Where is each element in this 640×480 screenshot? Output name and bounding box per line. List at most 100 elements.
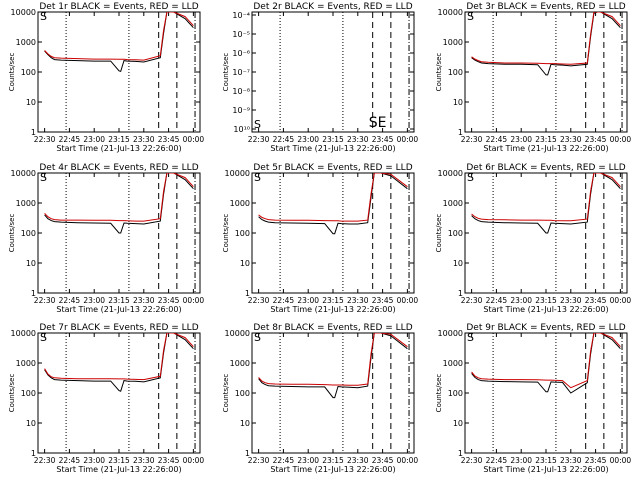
x-axis-label: Start Time (21-Jul-13 22:26:00): [483, 305, 608, 314]
y-tick-label: 1: [458, 289, 463, 298]
y-tick-label: 1: [245, 449, 250, 458]
x-tick-label: 23:30: [133, 296, 155, 305]
y-tick-label: 1000: [16, 359, 36, 368]
y-tick-label: 1000: [443, 199, 463, 208]
y-tick-label: 1000: [443, 359, 463, 368]
y-tick-label: 1: [245, 289, 250, 298]
x-tick-label: 23:00: [510, 456, 532, 465]
x-axis-label: Start Time (21-Jul-13 22:26:00): [270, 305, 395, 314]
panel-title: Det 7r BLACK = Events, RED = LLD: [39, 323, 198, 333]
y-axis-label: Counts/sec: [435, 374, 443, 413]
y-tick-label: 10: [26, 259, 36, 268]
y-tick-label: 100: [448, 389, 463, 398]
x-tick-label: 22:30: [248, 456, 270, 465]
y-tick-label: 100: [235, 389, 250, 398]
plot-frame: [251, 332, 415, 454]
y-tick-label: 10⁻⁸: [232, 87, 250, 96]
x-tick-label: 00:00: [610, 296, 632, 305]
y-axis-label: Counts/sec: [222, 374, 230, 413]
x-tick-label: 23:00: [297, 296, 319, 305]
x-tick-label: 22:30: [461, 456, 483, 465]
panel-title: Det 2r BLACK = Events, RED = LLD: [253, 2, 412, 12]
x-tick-label: 23:15: [108, 456, 130, 465]
x-tick-label: 23:15: [535, 296, 557, 305]
x-tick-label: 22:45: [486, 456, 508, 465]
y-axis-label: Counts/sec: [435, 214, 443, 253]
x-tick-label: 22:30: [34, 296, 56, 305]
y-tick-label: 10⁻⁶: [232, 49, 250, 58]
lld-series-line: [258, 173, 408, 222]
x-tick-label: 23:45: [158, 135, 180, 144]
x-tick-label: 23:45: [585, 296, 607, 305]
x-tick-label: 23:45: [372, 456, 394, 465]
x-tick-label: 00:00: [610, 135, 632, 144]
x-tick-label: 23:45: [585, 135, 607, 144]
x-tick-label: 00:00: [397, 135, 419, 144]
x-tick-label: 23:30: [133, 135, 155, 144]
panel-3: Det 3r BLACK = Events, RED = LLD Counts/s…: [435, 2, 631, 153]
x-tick-label: 22:45: [273, 135, 295, 144]
lld-series-line: [44, 333, 194, 381]
x-tick-label: 00:00: [397, 296, 419, 305]
y-tick-label: 10000: [225, 329, 250, 338]
x-tick-label: 00:00: [610, 456, 632, 465]
y-tick-label: 1000: [230, 199, 250, 208]
plot-frame: [464, 11, 628, 133]
y-axis-label: Counts/sec: [222, 214, 230, 253]
y-tick-label: 1000: [16, 199, 36, 208]
x-tick-label: 22:30: [248, 296, 270, 305]
plot-frame: [251, 11, 415, 133]
panel-7: Det 7r BLACK = Events, RED = LLD Counts/s…: [8, 323, 204, 474]
x-tick-label: 23:30: [133, 456, 155, 465]
plot-frame: [464, 332, 628, 454]
x-tick-label: 23:00: [510, 296, 532, 305]
y-tick-label: 10000: [11, 8, 36, 17]
annotation-label: S: [467, 171, 474, 184]
events-series-line: [44, 173, 194, 234]
y-tick-label: 1000: [230, 359, 250, 368]
y-tick-label: 1000: [443, 38, 463, 47]
x-axis-label: Start Time (21-Jul-13 22:26:00): [270, 144, 395, 153]
annotation-label-2: SE: [369, 115, 387, 131]
x-tick-label: 23:45: [585, 456, 607, 465]
y-tick-label: 100: [21, 229, 36, 238]
panel-title: Det 8r BLACK = Events, RED = LLD: [253, 323, 412, 333]
y-tick-label: 10: [453, 419, 463, 428]
events-series-line: [258, 173, 408, 235]
panel-title: Det 6r BLACK = Events, RED = LLD: [466, 163, 625, 173]
events-series-line: [471, 12, 621, 76]
annotation-label: S: [40, 171, 47, 184]
x-tick-label: 23:30: [347, 296, 369, 305]
x-tick-label: 22:30: [248, 135, 270, 144]
x-axis-label: Start Time (21-Jul-13 22:26:00): [483, 144, 608, 153]
panel-2: Det 2r BLACK = Events, RED = LLD Counts/s…: [222, 2, 418, 153]
x-tick-label: 23:00: [83, 135, 105, 144]
x-tick-label: 23:30: [347, 456, 369, 465]
lld-series-line: [44, 12, 194, 61]
x-axis-label: Start Time (21-Jul-13 22:26:00): [56, 144, 181, 153]
x-tick-label: 23:15: [322, 456, 344, 465]
annotation-label: S: [254, 171, 261, 184]
x-tick-label: 23:00: [297, 135, 319, 144]
x-tick-label: 23:00: [83, 456, 105, 465]
y-tick-label: 10: [240, 419, 250, 428]
x-tick-label: 00:00: [183, 456, 205, 465]
x-tick-label: 23:45: [372, 135, 394, 144]
panel-6: Det 6r BLACK = Events, RED = LLD Counts/s…: [435, 163, 631, 314]
panel-4: Det 4r BLACK = Events, RED = LLD Counts/s…: [8, 163, 204, 314]
y-tick-label: 10000: [438, 329, 463, 338]
x-tick-label: 23:15: [108, 135, 130, 144]
x-tick-label: 00:00: [183, 135, 205, 144]
lld-series-line: [471, 173, 621, 222]
x-tick-label: 23:15: [535, 456, 557, 465]
x-tick-label: 23:00: [510, 135, 532, 144]
x-tick-label: 23:00: [297, 456, 319, 465]
lld-series-line: [471, 333, 621, 389]
x-tick-label: 23:45: [158, 456, 180, 465]
x-axis-label: Start Time (21-Jul-13 22:26:00): [56, 465, 181, 474]
x-tick-label: 23:30: [560, 456, 582, 465]
x-tick-label: 00:00: [183, 296, 205, 305]
lld-series-line: [44, 173, 194, 222]
x-tick-label: 22:45: [486, 135, 508, 144]
